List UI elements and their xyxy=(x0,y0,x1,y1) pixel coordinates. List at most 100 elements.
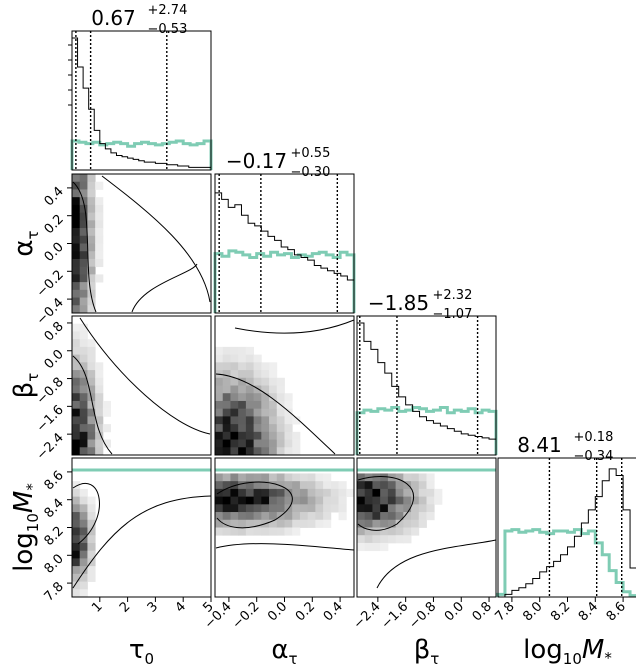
density-cell xyxy=(372,527,381,536)
prior-histogram xyxy=(213,249,356,313)
density-cell xyxy=(261,424,270,433)
density-cell xyxy=(434,496,443,505)
density-cell xyxy=(87,243,96,252)
density-cell xyxy=(72,542,81,552)
density-cell xyxy=(411,488,420,498)
density-cell xyxy=(315,504,324,513)
axis-label-main: α xyxy=(271,635,288,665)
density-cell xyxy=(276,377,285,386)
density-cell xyxy=(357,542,366,552)
histogram-panel-3 xyxy=(496,457,636,598)
density-cell xyxy=(245,370,255,379)
density-cell xyxy=(323,473,332,482)
density-cell xyxy=(87,535,96,544)
density-cell xyxy=(338,481,347,490)
density-cell xyxy=(253,393,262,402)
density-cell xyxy=(426,488,435,498)
density-cell xyxy=(380,481,389,490)
density-cell xyxy=(299,496,309,505)
density-cell xyxy=(79,416,88,425)
density-cell xyxy=(292,496,301,505)
density-cell xyxy=(269,362,278,371)
density-cell xyxy=(95,377,104,386)
density-cell xyxy=(245,431,255,440)
density-cell xyxy=(222,527,231,536)
density-cell xyxy=(292,527,301,536)
density-cell xyxy=(79,323,88,332)
density-cell xyxy=(315,519,324,528)
density-cell xyxy=(87,416,96,425)
density-cell xyxy=(253,408,262,417)
density-cell xyxy=(87,258,96,268)
density-cell xyxy=(95,258,104,268)
density-cell xyxy=(323,496,332,505)
density-cell xyxy=(230,512,239,521)
density-cell xyxy=(338,512,347,521)
density-cell xyxy=(261,447,270,456)
density-cell xyxy=(372,542,381,552)
density-cell xyxy=(87,220,96,229)
density-cell xyxy=(284,431,293,440)
panel-frame xyxy=(214,173,355,314)
density-cell xyxy=(403,481,412,490)
density-cell xyxy=(315,512,324,521)
density-cell xyxy=(418,488,427,498)
density-cell xyxy=(253,512,262,521)
density-cell xyxy=(253,473,262,482)
density-cell xyxy=(215,439,224,448)
density-cell xyxy=(79,589,88,598)
density-cell xyxy=(372,519,381,528)
density-cell xyxy=(245,346,255,356)
density-cell xyxy=(357,519,366,528)
density-cell xyxy=(230,527,239,536)
density-cell xyxy=(87,346,96,356)
axis-label-1: ατ xyxy=(271,635,297,666)
density-cell xyxy=(215,393,224,402)
density-cell xyxy=(72,400,81,410)
density-cell xyxy=(284,512,293,521)
density-cell xyxy=(79,305,88,314)
density-cell xyxy=(269,385,278,394)
density-cell xyxy=(245,512,255,521)
density-cell xyxy=(245,408,255,417)
density-cell xyxy=(292,416,301,425)
density-cell xyxy=(357,527,366,536)
density-cell xyxy=(357,504,366,513)
density-cell xyxy=(253,519,262,528)
density-cell xyxy=(403,488,412,498)
density-cell xyxy=(215,416,224,425)
density-cell xyxy=(253,527,262,536)
density-cell xyxy=(364,535,373,544)
density-cell xyxy=(102,400,112,410)
axis-label-star: * xyxy=(604,649,612,666)
density-cell xyxy=(87,235,96,244)
density-cell xyxy=(357,512,366,521)
density-cell xyxy=(357,496,366,505)
density-cell xyxy=(245,354,255,363)
density-cell xyxy=(95,197,104,206)
density-cell xyxy=(418,481,427,490)
density-cell xyxy=(87,566,96,575)
summary-minus: −0.34 xyxy=(574,449,614,464)
density-panel-0-1 xyxy=(71,173,212,314)
density-cell xyxy=(261,370,270,379)
density-cell xyxy=(253,439,262,448)
y-tick-label: 8.6 xyxy=(42,468,67,493)
density-cell xyxy=(215,473,224,482)
density-cell xyxy=(230,377,239,386)
density-cell xyxy=(79,235,88,244)
density-cell xyxy=(284,488,293,498)
density-cell xyxy=(284,527,293,536)
contour-line xyxy=(72,495,212,589)
density-cell xyxy=(95,385,104,394)
density-cell xyxy=(87,424,96,433)
density-cell xyxy=(245,424,255,433)
density-cell xyxy=(72,527,81,536)
density-cell xyxy=(72,512,81,521)
density-cell xyxy=(276,424,285,433)
contour-line xyxy=(72,482,100,545)
density-cell xyxy=(238,400,247,410)
density-cell xyxy=(253,424,262,433)
density-cell xyxy=(245,447,255,456)
density-cell xyxy=(95,416,104,425)
